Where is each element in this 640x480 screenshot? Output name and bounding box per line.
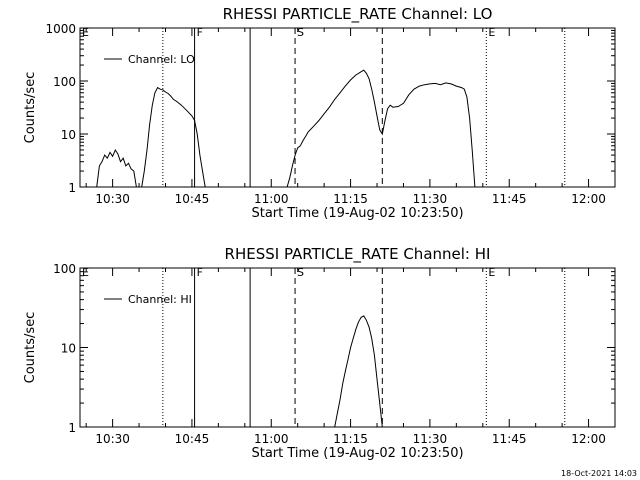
event-marker-label: E [82,266,89,279]
event-marker-label: F [197,26,203,39]
y-tick-label: 1 [68,181,76,195]
legend-entry: Channel: HI [128,293,192,306]
y-tick-label: 100 [53,262,76,276]
chart-title: RHESSI PARTICLE_RATE Channel: LO [223,5,493,24]
plot-frame [79,27,616,188]
plot-frame [79,267,616,428]
event-marker-label: E [82,26,89,39]
hi-channel-panel: RHESSI PARTICLE_RATE Channel: HI E F S E 1 10 1… [23,245,616,461]
x-tick-label: 11:00 [254,432,289,446]
y-tick-label: 1 [68,421,76,435]
x-tick-label: 12:00 [571,192,606,206]
series-line [286,69,476,188]
x-tick-label: 11:00 [254,192,289,206]
y-tick-label: 100 [53,75,76,89]
x-axis-label: Start Time (19-Aug-02 10:23:50) [251,206,463,221]
event-marker-label: S [297,26,304,39]
y-axis-label: Counts/sec [23,312,38,384]
x-tick-label: 11:45 [492,432,527,446]
x-tick-label: 11:30 [413,432,448,446]
event-marker-label: F [197,266,203,279]
x-axis-label: Start Time (19-Aug-02 10:23:50) [251,446,463,461]
x-tick-label: 11:45 [492,192,527,206]
event-marker-label: S [297,266,304,279]
legend-entry: Channel: LO [128,53,195,66]
chart-title: RHESSI PARTICLE_RATE Channel: HI [225,245,491,264]
footer-timestamp: 18-Oct-2021 14:03 [561,469,637,478]
y-tick-label: 1000 [45,22,76,36]
x-tick-label: 11:15 [333,432,368,446]
x-tick-label: 10:45 [175,192,210,206]
x-tick-label: 10:45 [175,432,210,446]
series-line [141,86,206,188]
series-line [334,315,383,428]
y-tick-label: 10 [61,342,76,356]
x-tick-label: 10:30 [95,432,130,446]
x-tick-label: 11:15 [333,192,368,206]
y-axis-label: Counts/sec [23,72,38,144]
series-line [96,148,137,188]
x-tick-label: 11:30 [413,192,448,206]
event-marker-label: E [488,266,495,279]
y-tick-label: 10 [61,128,76,142]
event-marker-label: E [488,26,495,39]
x-tick-label: 12:00 [571,432,606,446]
lo-channel-panel: RHESSI PARTICLE_RATE Channel: LO E F S E 1 10 1… [23,5,616,221]
x-tick-label: 10:30 [95,192,130,206]
